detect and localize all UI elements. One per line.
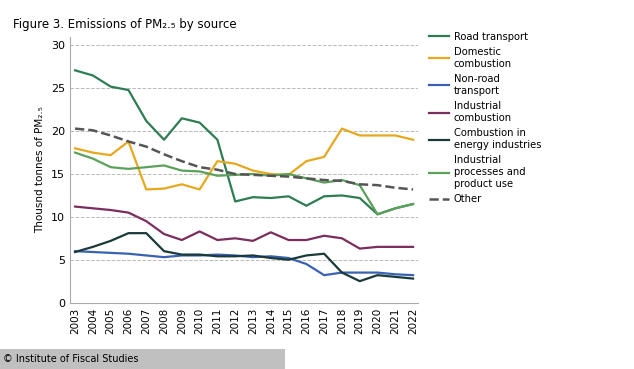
Y-axis label: Thousnd tonnes of PM₂.₅: Thousnd tonnes of PM₂.₅ <box>36 106 45 233</box>
Legend: Road transport, Domestic
combustion, Non-road
transport, Industrial
combustion, : Road transport, Domestic combustion, Non… <box>429 32 541 204</box>
Text: Figure 3. Emissions of PM₂.₅ by source: Figure 3. Emissions of PM₂.₅ by source <box>13 18 236 31</box>
Text: © Institute of Fiscal Studies: © Institute of Fiscal Studies <box>3 354 138 364</box>
